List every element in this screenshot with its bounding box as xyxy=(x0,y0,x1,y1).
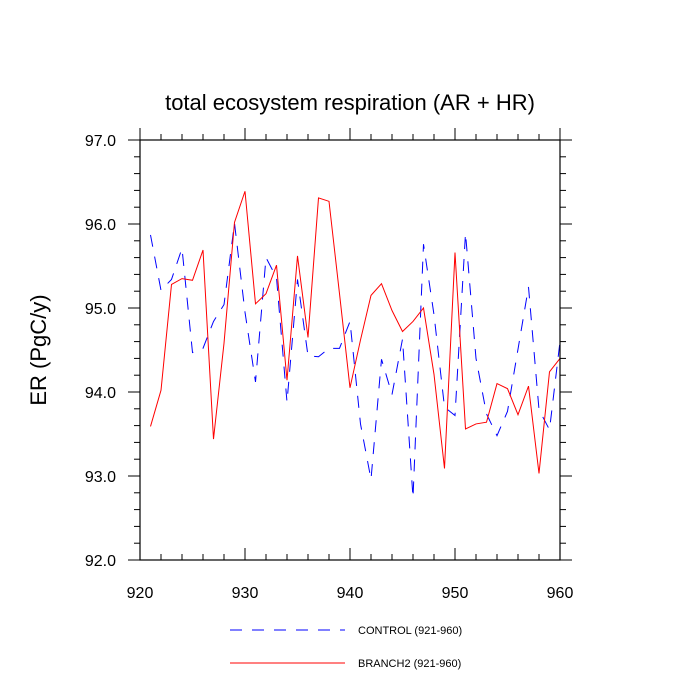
y-tick-label: 97.0 xyxy=(85,133,116,150)
y-tick-label: 92.0 xyxy=(85,553,116,570)
series-line-control xyxy=(150,223,561,498)
x-tick-label: 920 xyxy=(127,585,154,602)
legend-label-branch2: BRANCH2 (921-960) xyxy=(358,658,461,670)
plot-frame xyxy=(139,139,561,561)
x-tick-label: 940 xyxy=(337,585,364,602)
legend-label-control: CONTROL (921-960) xyxy=(358,625,462,637)
ticks-layer: 920 930 940 950 960 92.0 93.0 94.0 95.0 96.0 97.0 xyxy=(85,128,574,602)
y-tick-label: 95.0 xyxy=(85,301,116,318)
legend: CONTROL (921-960) BRANCH2 (921-960) xyxy=(230,625,462,670)
y-tick-label: 96.0 xyxy=(85,217,116,234)
y-axis-label: ER (PgC/y) xyxy=(26,294,51,405)
series-line-branch2 xyxy=(150,191,561,474)
x-tick-label: 960 xyxy=(547,585,574,602)
x-tick-label: 950 xyxy=(442,585,469,602)
y-tick-label: 93.0 xyxy=(85,469,116,486)
y-tick-label: 94.0 xyxy=(85,385,116,402)
x-tick-label: 930 xyxy=(232,585,259,602)
chart-title: total ecosystem respiration (AR + HR) xyxy=(165,90,535,115)
series-layer xyxy=(150,191,561,498)
